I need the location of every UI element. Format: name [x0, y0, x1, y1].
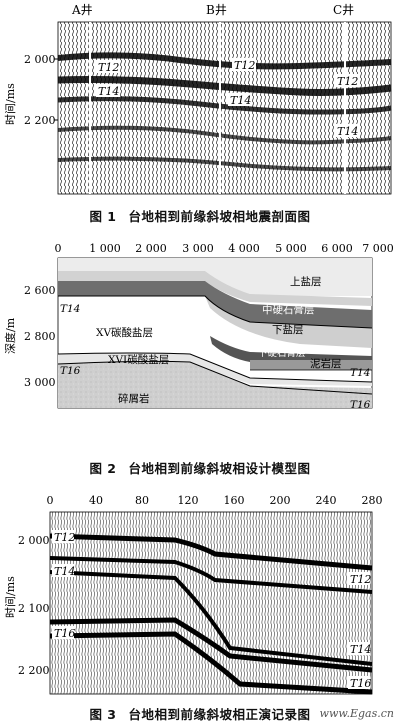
layer-label: 泥岩层	[310, 357, 342, 370]
y-tick: 3 000	[24, 376, 56, 389]
figure-1: A井 B井 C井 时间/ms 2 000 2 200 T12 T14 T12 T…	[0, 0, 400, 200]
y-tick: 2 000	[18, 534, 50, 547]
horizon-label: T16	[350, 399, 371, 411]
x-tick: 280	[362, 494, 383, 507]
layer-label: 碎屑岩	[118, 392, 150, 405]
horizon-label: T12	[98, 61, 119, 74]
watermark: www.Egas.cn	[319, 707, 394, 720]
horizon-label: T14	[230, 94, 251, 107]
caption-number: 图 1	[89, 209, 117, 224]
x-tick: 3 000	[182, 242, 214, 255]
caption-number: 图 2	[89, 461, 117, 476]
figure-2-caption: 图 2 台地相到前缘斜坡相设计模型图	[0, 458, 400, 477]
depth-model: 0 1 000 2 000 3 000 4 000 5 000 6 000 7 …	[3, 242, 394, 411]
x-tick: 2 000	[135, 242, 167, 255]
well-label-c: C井	[333, 3, 354, 17]
figure-3-caption: 图 3 台地相到前缘斜坡相正演记录图	[0, 704, 400, 723]
figure-3: 0 40 80 120 160 200 240 280 时间/ms 2 000 …	[0, 488, 400, 698]
caption-text: 台地相到前缘斜坡相地震剖面图	[128, 209, 311, 224]
x-tick: 120	[178, 494, 199, 507]
x-ticks: 0 40 80 120 160 200 240 280	[47, 494, 383, 507]
layer-label: 下硬石膏层	[258, 347, 306, 359]
well-label-a: A井	[71, 3, 93, 17]
y-tick-2000: 2 000	[24, 53, 56, 66]
well-label-b: B井	[206, 3, 227, 17]
synthetic-record: 0 40 80 120 160 200 240 280 时间/ms 2 000 …	[4, 494, 383, 695]
y-tick: 2 200	[18, 664, 50, 677]
horizon-label: T12	[350, 573, 371, 586]
x-ticks: 0 1 000 2 000 3 000 4 000 5 000 6 000 7 …	[55, 242, 394, 255]
y-tick: 2 100	[18, 602, 50, 615]
x-tick: 1 000	[89, 242, 121, 255]
horizon-label: T14	[98, 85, 119, 98]
x-tick: 80	[135, 494, 149, 507]
horizon-label: T14	[60, 303, 80, 315]
layer-labels: 上盐层 中硬石膏层 下盐层 XV碳酸盐层 下硬石膏层 泥岩层 XVI碳酸盐层 碎…	[96, 275, 342, 405]
x-tick: 240	[316, 494, 337, 507]
y-tick: 2 800	[24, 330, 56, 343]
layer-label: XV碳酸盐层	[96, 326, 153, 339]
x-tick: 5 000	[275, 242, 307, 255]
x-tick: 4 000	[228, 242, 260, 255]
y-axis-label: 深度/m	[3, 317, 17, 354]
layer-label: 下盐层	[272, 323, 304, 336]
x-tick: 7 000	[362, 242, 394, 255]
horizon-label: T16	[54, 627, 75, 640]
x-tick: 0	[55, 242, 62, 255]
x-tick: 0	[47, 494, 54, 507]
seismic-section: A井 B井 C井 时间/ms 2 000 2 200 T12 T14 T12 T…	[4, 3, 392, 195]
horizon-label: T14	[350, 367, 370, 379]
caption-number: 图 3	[89, 707, 117, 722]
horizon-label: T12	[54, 531, 75, 544]
horizon-labels: T12 T14 T12 T14 T12 T14	[96, 58, 359, 138]
horizon-label: T16	[60, 365, 81, 377]
figure-2: 0 1 000 2 000 3 000 4 000 5 000 6 000 7 …	[0, 236, 400, 436]
reflectors	[49, 533, 373, 695]
horizon-label: T12	[337, 75, 358, 88]
x-tick: 160	[224, 494, 245, 507]
horizon-label: T16	[350, 677, 371, 690]
horizon-label: T14	[350, 643, 371, 656]
y-axis-label: 时间/ms	[4, 83, 17, 125]
horizon-label: T14	[337, 125, 358, 138]
layer-label: XVI碳酸盐层	[108, 353, 169, 366]
horizon-label: T14	[54, 565, 75, 578]
layer-label: 上盐层	[290, 275, 322, 288]
horizon-label: T12	[234, 59, 255, 72]
well-labels: A井 B井 C井	[71, 3, 354, 17]
x-tick: 6 000	[321, 242, 353, 255]
y-tick: 2 600	[24, 284, 56, 297]
y-tick-2200: 2 200	[24, 114, 56, 127]
figure-1-caption: 图 1 台地相到前缘斜坡相地震剖面图	[0, 206, 400, 225]
x-tick: 40	[89, 494, 103, 507]
caption-text: 台地相到前缘斜坡相设计模型图	[128, 461, 311, 476]
y-axis-label: 时间/ms	[4, 576, 17, 618]
horizon-labels: T12 T14 T12 T14 T16 T16	[52, 530, 371, 690]
layer-label: 中硬石膏层	[262, 303, 315, 316]
x-tick: 200	[270, 494, 291, 507]
horizon-labels: T14 T16 T14 T16	[60, 303, 371, 411]
caption-text: 台地相到前缘斜坡相正演记录图	[128, 707, 311, 722]
